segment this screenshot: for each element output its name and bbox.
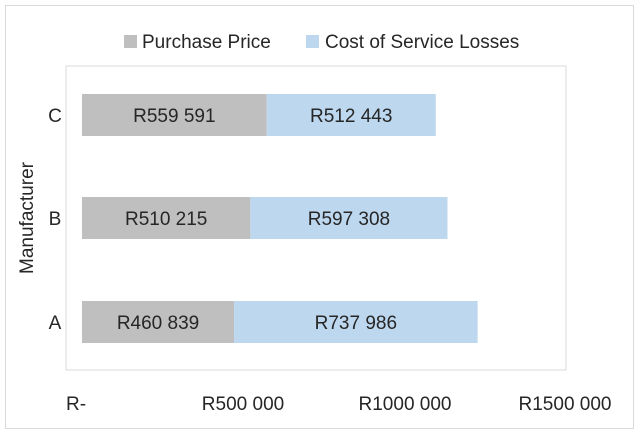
- data-label-C-series-1: R559 591: [133, 106, 215, 127]
- bars: [82, 94, 478, 343]
- data-label-A-series-2: R737 986: [315, 313, 397, 334]
- legend: Purchase Price Cost of Service Losses: [124, 32, 519, 53]
- bar-A-series-2: [234, 301, 478, 343]
- y-tick-label-C: C: [48, 106, 62, 127]
- x-axis-tick-labels: R- R500 000 R1000 000 R1500 000: [66, 394, 612, 415]
- bar-C-series-2: [266, 94, 436, 136]
- x-tick-label-4: R1500 000: [519, 394, 612, 415]
- bar-data-labels: R460 839 R737 986 R510 215 R597 308 R559 591…: [117, 106, 397, 334]
- data-label-B-series-1: R510 215: [125, 209, 207, 230]
- y-axis-tick-labels: A B C: [48, 106, 62, 334]
- y-tick-label-A: A: [49, 313, 62, 334]
- data-label-C-series-2: R512 443: [310, 106, 392, 127]
- y-tick-label-B: B: [49, 209, 62, 230]
- x-tick-label-2: R500 000: [202, 394, 284, 415]
- legend-swatch-2: [306, 35, 319, 48]
- bar-C-series-1: [82, 94, 267, 136]
- bar-A-series-1: [82, 301, 235, 343]
- legend-label-2: Cost of Service Losses: [325, 32, 519, 53]
- data-label-B-series-2: R597 308: [308, 209, 390, 230]
- bar-B-series-1: [82, 197, 251, 239]
- x-tick-label-1: R-: [66, 394, 86, 415]
- x-tick-label-3: R1000 000: [359, 394, 452, 415]
- plot-area: [65, 65, 567, 371]
- y-axis-title: Manufacturer: [17, 161, 38, 274]
- legend-swatch-1: [124, 35, 137, 48]
- bar-B-series-2: [250, 197, 448, 239]
- data-label-A-series-1: R460 839: [117, 313, 199, 334]
- legend-label-1: Purchase Price: [142, 32, 271, 53]
